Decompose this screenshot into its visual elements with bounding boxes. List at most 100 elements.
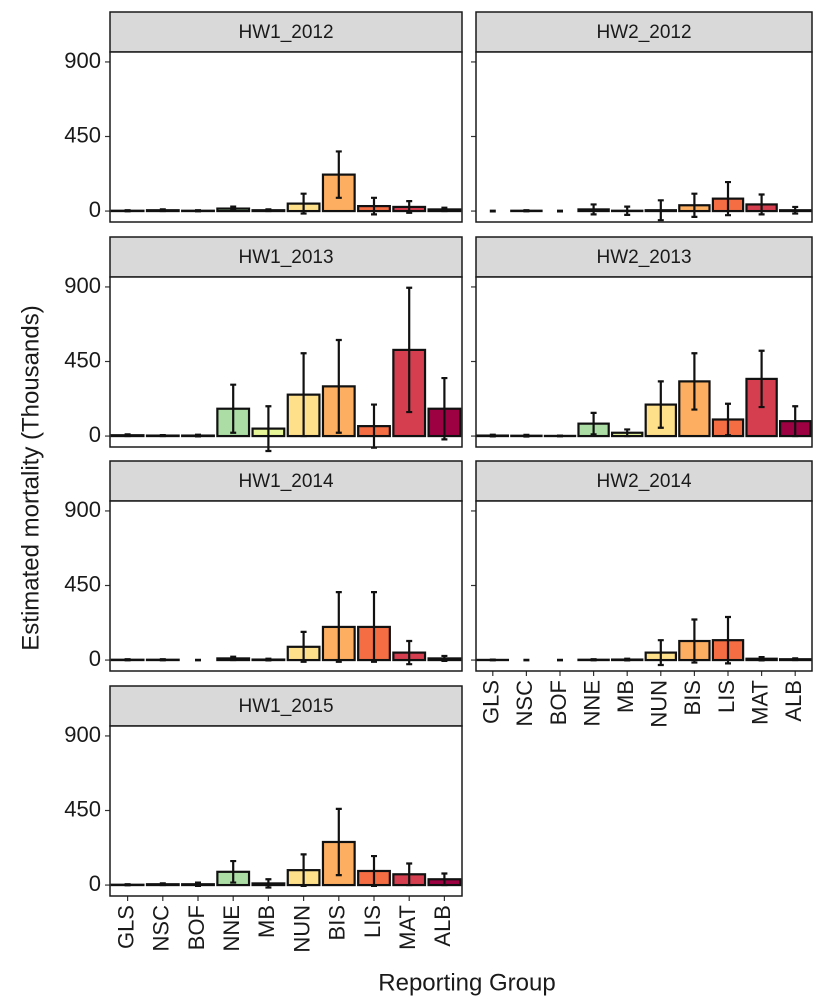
panel-title: HW1_2012 [238,22,333,43]
error-bar [725,180,731,217]
error-bar [124,433,131,438]
x-tick-label: BIS [325,905,350,940]
error-bar [124,658,131,662]
y-tick-label: 0 [89,197,101,222]
x-tick-label: MB [613,680,638,713]
panel-title: HW1_2015 [238,696,333,717]
error-bar [489,209,496,213]
x-tick-label: MAT [395,905,420,950]
strip [475,11,813,53]
error-bar [159,882,166,887]
panel-title: HW1_2014 [238,471,333,492]
error-bar [691,192,698,218]
error-bar [657,380,664,429]
error-bar [758,193,765,216]
y-tick-label: 450 [64,571,101,596]
x-tick-label: NSC [512,680,537,727]
y-tick-label: 0 [89,646,101,671]
error-bar [335,338,342,434]
error-bar [230,205,237,212]
error-bar [371,591,377,663]
panel-title: HW2_2012 [596,22,691,43]
error-bar [406,862,413,887]
error-bar [230,655,237,662]
error-bar [523,433,530,438]
y-tick-label: 900 [64,722,101,747]
panel-border [475,276,813,448]
strip [475,236,813,278]
strip [109,460,463,502]
error-bar [335,150,342,199]
panel-title: HW2_2013 [596,247,691,268]
x-tick-label: NSC [149,905,174,952]
error-bar [406,286,413,414]
error-bar [265,878,272,889]
panel-background [110,501,462,671]
x-tick-label: MB [254,905,279,938]
x-tick-label: ALB [781,680,806,722]
error-bar [441,872,448,887]
error-bar [523,209,530,213]
error-bar [195,209,201,213]
error-bar [758,349,765,409]
error-bar [691,618,698,664]
error-bar [406,200,413,214]
error-bar [300,630,307,663]
y-tick-label: 0 [89,871,101,896]
error-bar [230,859,237,884]
error-bar [159,658,166,662]
x-tick-label: LIS [360,905,385,938]
y-tick-label: 900 [64,273,101,298]
error-bar [371,196,377,216]
panel-border [109,500,463,672]
strip [109,685,463,727]
error-bar [557,209,563,213]
x-tick-label: ALB [430,905,455,947]
error-bar [195,881,201,887]
x-tick-label: GLS [479,680,504,724]
error-bar [792,205,799,215]
error-bar [124,209,131,213]
x-tick-label: BOF [184,905,209,950]
error-bar [300,853,307,887]
strip [109,11,463,53]
error-bar [265,657,272,662]
x-tick-label: MAT [747,680,772,725]
error-bar [441,376,448,441]
error-bar [624,657,631,662]
y-tick-label: 0 [89,422,101,447]
panel-border [109,276,463,448]
error-bar [159,433,166,438]
panel-border [109,725,463,897]
y-tick-label: 450 [64,122,101,147]
error-bar [590,411,597,436]
x-tick-label: NNE [579,680,604,726]
panel-border [475,51,813,223]
x-tick-label: NNE [219,905,244,951]
error-bar [792,657,799,662]
error-bar [725,402,731,437]
error-bar [195,433,201,438]
error-bar [725,615,731,665]
x-tick-label: BOF [546,680,571,725]
error-bar [489,658,496,662]
error-bar [335,807,342,877]
error-bar [406,639,413,666]
error-bar [657,639,664,667]
panel-title: HW2_2014 [596,471,691,492]
y-tick-label: 900 [64,497,101,522]
error-bar [657,199,664,222]
error-bar [371,854,377,887]
error-bar [489,433,496,438]
x-axis-title: Reporting Group [378,969,555,996]
error-bar [441,206,448,213]
panel-title: HW1_2013 [238,247,333,268]
y-tick-label: 450 [64,347,101,372]
y-tick-label: 900 [64,48,101,73]
error-bar [265,208,272,213]
error-bar [300,352,307,438]
error-bar [691,352,698,411]
error-bar [792,405,799,438]
error-bar [265,405,272,453]
